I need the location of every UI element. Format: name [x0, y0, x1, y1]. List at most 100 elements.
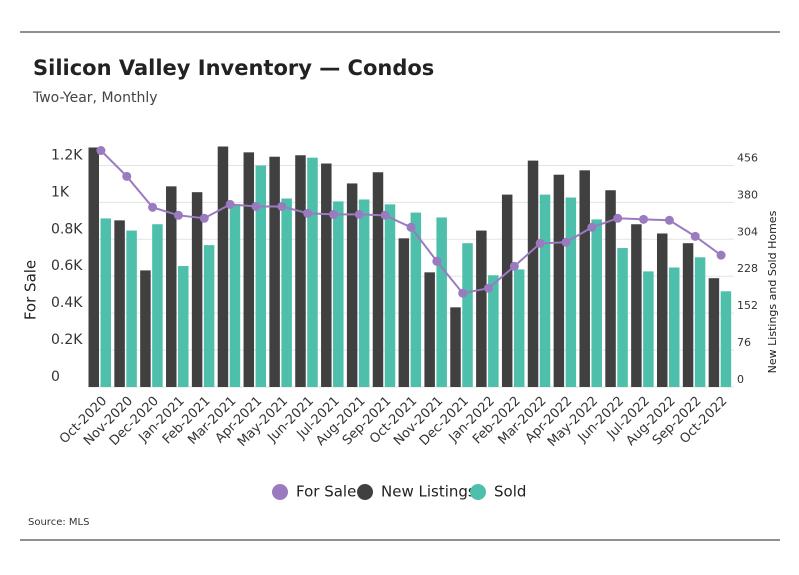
line-point — [613, 213, 623, 223]
line-point — [509, 261, 519, 271]
bar — [281, 198, 292, 387]
bar — [126, 230, 137, 387]
bar — [178, 266, 189, 387]
bar — [295, 155, 306, 387]
bar — [100, 218, 111, 387]
legend-label: New Listings — [381, 483, 476, 501]
bar — [255, 165, 267, 387]
y2-tick-label: 152 — [737, 299, 758, 312]
y-tick-label: 0.6K — [51, 258, 83, 274]
y2-tick-label: 228 — [737, 262, 758, 275]
bar — [579, 170, 590, 387]
legend-label: Sold — [494, 483, 526, 501]
line-point — [122, 171, 132, 181]
bar — [346, 183, 358, 387]
line-point — [96, 146, 106, 156]
bar — [450, 307, 461, 387]
y-tick-label: 0.2K — [51, 332, 83, 348]
bar — [229, 205, 241, 387]
bar — [398, 238, 410, 387]
y2-axis-title: New Listings and Sold Homes — [766, 210, 779, 373]
bar — [358, 199, 370, 387]
legend-marker — [272, 484, 288, 500]
bar — [643, 271, 654, 387]
y-tick-label: 0.8K — [51, 221, 83, 237]
bar — [565, 197, 577, 387]
bar — [668, 267, 680, 387]
line-point — [690, 231, 700, 241]
chart-title: Silicon Valley Inventory — Condos — [33, 56, 434, 80]
y2-tick-label: 380 — [737, 188, 758, 201]
line-point — [406, 222, 416, 232]
bar — [372, 172, 384, 387]
bar — [333, 201, 344, 387]
bar — [656, 233, 668, 387]
bar — [591, 219, 602, 387]
bar — [488, 275, 499, 387]
bar — [191, 192, 203, 387]
bar — [88, 147, 99, 387]
line-point — [664, 215, 674, 225]
y-tick-label: 0 — [51, 369, 60, 385]
y2-tick-label: 76 — [737, 336, 751, 349]
legend-marker — [470, 484, 486, 500]
bar — [269, 156, 280, 387]
legend-marker — [357, 484, 373, 500]
line-point — [432, 256, 442, 266]
y2-tick-label: 456 — [737, 151, 758, 164]
bar — [682, 243, 694, 387]
line-point — [587, 222, 597, 232]
chart-subtitle: Two-Year, Monthly — [32, 90, 158, 106]
bar — [694, 257, 706, 387]
y-axis-title: For Sale — [22, 260, 40, 320]
y-tick-label: 0.4K — [51, 295, 83, 311]
bar — [462, 243, 473, 387]
line-point — [225, 199, 235, 209]
y-tick-label: 1.2K — [51, 147, 83, 163]
line-point — [328, 209, 338, 219]
bar — [720, 291, 732, 387]
line-point — [251, 201, 261, 211]
bar — [166, 186, 177, 387]
bar — [501, 194, 513, 387]
bar — [384, 204, 396, 387]
legend-label: For Sale — [296, 483, 356, 501]
line-point — [484, 283, 494, 293]
bar — [243, 152, 255, 387]
line-point — [561, 237, 571, 247]
y2-tick-label: 304 — [737, 225, 758, 238]
bar — [152, 224, 163, 387]
bar — [527, 160, 539, 387]
line-point — [380, 210, 390, 220]
line-point — [716, 250, 726, 260]
bar — [436, 217, 447, 387]
bar — [513, 269, 525, 387]
bar — [476, 230, 487, 387]
line-point — [277, 201, 287, 211]
bar — [114, 220, 125, 387]
bar — [203, 245, 215, 387]
line-point — [639, 214, 649, 224]
line-point — [303, 208, 313, 218]
line-point — [173, 210, 183, 220]
y-tick-label: 1K — [51, 184, 70, 200]
bar — [140, 270, 151, 387]
line-point — [354, 209, 364, 219]
line-point — [535, 238, 545, 248]
bar — [617, 248, 628, 387]
bar — [539, 194, 551, 387]
bar — [410, 212, 422, 387]
y2-tick-label: 0 — [737, 373, 744, 386]
bar — [708, 278, 720, 387]
bar — [553, 174, 565, 387]
bar — [424, 272, 435, 387]
bar — [307, 157, 318, 387]
source-note: Source: MLS — [28, 517, 89, 528]
bar — [321, 163, 332, 387]
line-point — [199, 213, 209, 223]
line-point — [458, 288, 468, 298]
line-point — [148, 202, 158, 212]
bar — [631, 224, 642, 387]
bar — [217, 146, 229, 387]
